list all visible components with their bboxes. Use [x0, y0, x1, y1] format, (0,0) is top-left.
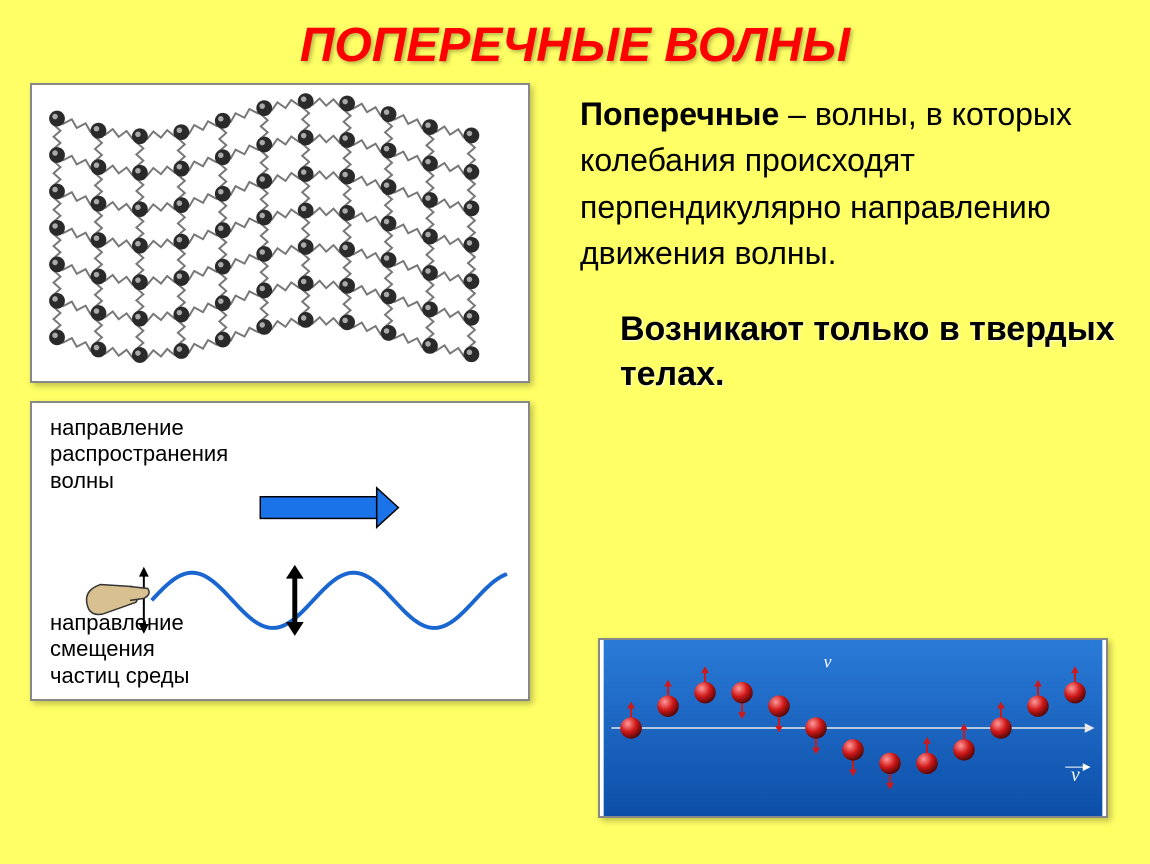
svg-text:v: v [824, 651, 832, 671]
right-column: Поперечные – волны, в которых колебания … [580, 83, 1120, 701]
page-title: ПОПЕРЕЧНЫЕ ВОЛНЫ [0, 0, 1150, 73]
definition-keyword: Поперечные [580, 96, 779, 132]
left-column: направлениераспространенияволны направле… [30, 83, 550, 701]
callout-text: Возникают только в твердых телах. [580, 307, 1120, 399]
definition-text: Поперечные – волны, в которых колебания … [580, 91, 1120, 277]
particles-figure: vv [598, 638, 1108, 818]
svg-text:v: v [1071, 765, 1080, 786]
content-layout: направлениераспространенияволны направле… [0, 73, 1150, 701]
wave-direction-figure: направлениераспространенияволны направле… [30, 401, 530, 701]
lattice-figure [30, 83, 530, 383]
